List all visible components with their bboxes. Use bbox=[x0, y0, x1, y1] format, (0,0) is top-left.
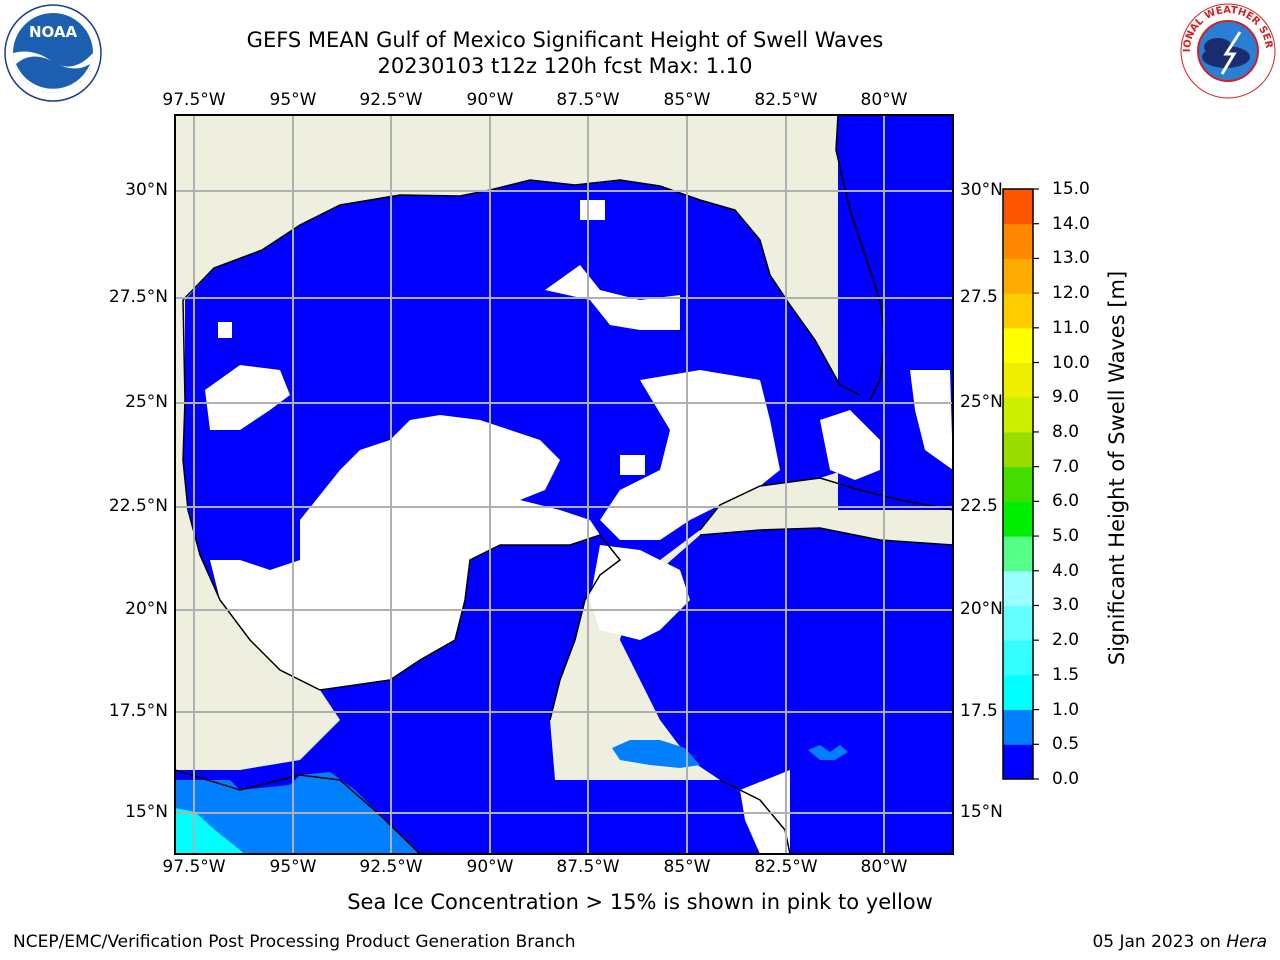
colorbar-tick-label: 3.0 bbox=[1052, 595, 1080, 616]
lat-label-left: 20°N bbox=[125, 599, 168, 619]
colorbar-segment bbox=[1003, 674, 1033, 711]
colorbar-segment bbox=[1003, 397, 1033, 433]
caribbean-swell-05 bbox=[808, 745, 848, 760]
colorbar-segment bbox=[1003, 293, 1033, 329]
sea-ice-note: Sea Ice Concentration > 15% is shown in … bbox=[0, 890, 1280, 914]
lat-label-left: 17.5°N bbox=[108, 701, 168, 721]
colorbar-tick-label: 0.5 bbox=[1052, 734, 1080, 755]
colorbar-frame bbox=[1002, 188, 1034, 780]
lon-label-top: 82.5°W bbox=[754, 90, 818, 110]
low-swell-region bbox=[620, 455, 645, 475]
colorbar-tick-label: 2.0 bbox=[1052, 630, 1080, 651]
lat-label-left: 27.5°N bbox=[108, 287, 168, 307]
footer-date: 05 Jan 2023 on Hera bbox=[1092, 932, 1267, 952]
low-swell-region bbox=[205, 365, 290, 430]
colorbar-tick-label: 6.0 bbox=[1052, 491, 1080, 512]
lon-label-top: 97.5°W bbox=[162, 90, 226, 110]
low-swell-region bbox=[218, 322, 232, 338]
chart-title: GEFS MEAN Gulf of Mexico Significant Hei… bbox=[246, 28, 884, 52]
lat-label-right: 15°N bbox=[960, 802, 1003, 822]
colorbar-tick-label: 4.0 bbox=[1052, 560, 1080, 581]
lat-label-left: 30°N bbox=[125, 180, 168, 200]
noaa-logo: NOAA bbox=[4, 4, 102, 102]
colorbar-segment bbox=[1003, 189, 1033, 225]
lon-label-bottom: 95°W bbox=[269, 857, 317, 877]
graticule bbox=[175, 115, 953, 854]
colorbar-tick-label: 1.0 bbox=[1052, 699, 1080, 720]
nws-logo: NATIONAL WEATHER SERVICE bbox=[1178, 2, 1276, 99]
low-swell-region bbox=[590, 545, 690, 640]
colorbar-tick-label: 9.0 bbox=[1052, 387, 1080, 408]
colorbar bbox=[1003, 189, 1033, 780]
colorbar-segment bbox=[1003, 744, 1033, 780]
colorbar-segment bbox=[1003, 223, 1033, 259]
lon-label-top: 87.5°W bbox=[556, 90, 620, 110]
lon-label-bottom: 87.5°W bbox=[556, 857, 620, 877]
colorbar-segment bbox=[1003, 258, 1033, 294]
lat-label-left: 15°N bbox=[125, 802, 168, 822]
low-swell-region bbox=[580, 200, 605, 220]
coastline bbox=[175, 115, 953, 854]
colorbar-tick-label: 10.0 bbox=[1052, 352, 1090, 373]
footer-credit: NCEP/EMC/Verification Post Processing Pr… bbox=[13, 932, 576, 952]
colorbar-tick-label: 13.0 bbox=[1052, 248, 1090, 269]
noaa-logo-text: NOAA bbox=[29, 23, 78, 41]
colorbar-segment bbox=[1003, 605, 1033, 641]
pacific-swell-1 bbox=[175, 808, 245, 854]
low-swell-region bbox=[820, 410, 880, 480]
sea-ice-note-text: Sea Ice Concentration > 15% is shown in … bbox=[347, 890, 933, 914]
colorbar-tick-label: 1.5 bbox=[1052, 664, 1080, 685]
caribbean-swell-05 bbox=[612, 740, 700, 768]
lat-label-right: 30°N bbox=[960, 180, 1003, 200]
colorbar-segment bbox=[1003, 709, 1033, 745]
low-swell-region bbox=[210, 415, 600, 690]
lon-label-top: 92.5°W bbox=[359, 90, 423, 110]
footer-date-text: 05 Jan 2023 on bbox=[1092, 932, 1227, 952]
colorbar-tick-label: 7.0 bbox=[1052, 456, 1080, 477]
colorbar-segment bbox=[1003, 327, 1033, 364]
colorbar-segment bbox=[1003, 501, 1033, 537]
lon-label-bottom: 97.5°W bbox=[162, 857, 226, 877]
lon-label-bottom: 85°W bbox=[663, 857, 711, 877]
colorbar-tick-label: 5.0 bbox=[1052, 526, 1080, 547]
lon-label-top: 85°W bbox=[663, 90, 711, 110]
lon-label-bottom: 90°W bbox=[466, 857, 514, 877]
lat-label-right: 27.5 bbox=[960, 287, 998, 307]
lat-label-right: 20°N bbox=[960, 599, 1003, 619]
lon-label-bottom: 92.5°W bbox=[359, 857, 423, 877]
lat-label-right: 22.5 bbox=[960, 496, 998, 516]
lon-label-top: 90°W bbox=[466, 90, 514, 110]
map-frame bbox=[174, 114, 954, 855]
lat-label-left: 22.5°N bbox=[108, 496, 168, 516]
colorbar-tick-label: 14.0 bbox=[1052, 213, 1090, 234]
colorbar-segment bbox=[1003, 640, 1033, 676]
colorbar-segment bbox=[1003, 570, 1033, 606]
colorbar-label: Significant Height of Swell Waves [m] bbox=[1105, 270, 1129, 666]
lat-label-right: 17.5 bbox=[960, 701, 998, 721]
low-swell-region bbox=[316, 582, 330, 598]
footer-host: Hera bbox=[1226, 932, 1267, 952]
colorbar-segment bbox=[1003, 431, 1033, 468]
colorbar-segment bbox=[1003, 362, 1033, 398]
lon-label-top: 95°W bbox=[269, 90, 317, 110]
lat-label-left: 25°N bbox=[125, 392, 168, 412]
low-swell-region bbox=[910, 370, 953, 470]
lon-label-bottom: 80°W bbox=[860, 857, 908, 877]
colorbar-segment bbox=[1003, 536, 1033, 572]
lat-label-right: 25°N bbox=[960, 392, 1003, 412]
lon-label-top: 80°W bbox=[860, 90, 908, 110]
colorbar-tick-label: 8.0 bbox=[1052, 421, 1080, 442]
lon-label-bottom: 82.5°W bbox=[754, 857, 818, 877]
colorbar-segment bbox=[1003, 466, 1033, 502]
colorbar-tick-label: 12.0 bbox=[1052, 283, 1090, 304]
colorbar-tick-label: 15.0 bbox=[1052, 179, 1090, 199]
colorbar-tick-label: 0.0 bbox=[1052, 769, 1080, 789]
chart-subtitle: 20230103 t12z 120h fcst Max: 1.10 bbox=[377, 54, 753, 78]
colorbar-tick-label: 11.0 bbox=[1052, 317, 1090, 338]
